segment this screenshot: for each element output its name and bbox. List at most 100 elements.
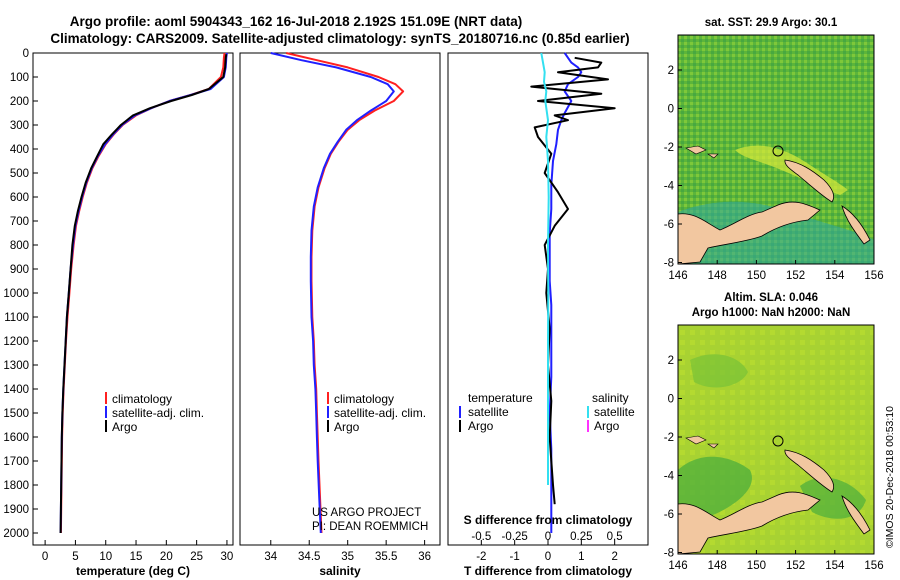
depth-tick-label: 500 [10,168,29,180]
legend-label-satellite: satellite-adj. clim. [112,406,204,420]
s-tick-label: -0.25 [502,531,528,543]
map-lat-label: -6 [664,509,674,521]
x-tick-label: -1 [510,551,520,563]
map-lat-label: -8 [664,258,674,270]
sla-map: Altim. SLA: 0.046 Argo h1000: NaN h2000:… [664,292,884,572]
map-lon-label: 150 [747,270,766,282]
x-tick-label: 35.5 [375,551,397,563]
depth-tick-label: 1700 [3,456,29,468]
series-line-argo [59,54,228,534]
temperature-legend: climatology satellite-adj. clim. Argo [105,392,204,434]
t-difference-x-axis: -2 -1 0 1 2 [476,540,618,563]
x-tick-label: 34 [264,551,277,563]
map-lon-label: 148 [708,270,727,282]
map-lon-label: 156 [864,560,883,572]
sst-land-new-britain [784,159,834,203]
sla-map-title2: Argo h1000: NaN h2000: NaN [692,307,851,319]
x-tick-label: 10 [99,551,112,563]
imos-timestamp: ©IMOS 20-Dec-2018 00:53:10 [884,406,896,548]
map-lat-label: 2 [668,355,674,367]
sla-land-islands [685,435,719,449]
sla-map-axes: 146 148 150 152 154 156 2 0 -2 -4 -6 -8 [664,355,884,572]
depth-tick-label: 300 [10,120,29,132]
x-tick-label: 0 [545,551,551,563]
legend-label-s-argo: Argo [594,419,620,433]
depth-tick-label: 1800 [3,480,29,492]
map-lon-label: 152 [786,560,805,572]
map-lat-label: -2 [664,142,674,154]
map-lat-label: -8 [664,548,674,560]
x-tick-label: 34.5 [298,551,320,563]
sst-land-islands [685,145,719,159]
depth-tick-label: 1000 [3,288,29,300]
project-credit: US ARGO PROJECT [312,507,421,519]
series-line-s-satellite [540,52,550,485]
map-lon-label: 146 [668,560,687,572]
salinity-panel: 34 34.5 35 35.5 36 salinity climatology sate… [239,52,441,578]
legend-label-t-argo: Argo [468,419,494,433]
depth-tick-label: 600 [10,192,29,204]
x-tick-label: 36 [418,551,431,563]
map-lat-label: -4 [664,471,675,483]
sla-land-new-guinea [677,491,821,555]
x-tick-label: 2 [611,551,617,563]
map-lat-label: -6 [664,219,674,231]
depth-tick-label: 700 [10,216,29,228]
legend-label-climatology: climatology [112,392,172,406]
sla-mid-patch [690,354,748,388]
legend-header-salinity: salinity [592,391,629,405]
sst-land-bougainville [841,205,871,245]
sst-land-new-guinea [677,201,821,265]
difference-legend: temperature satellite Argo salinity sate… [459,391,635,433]
map-lon-label: 150 [747,560,766,572]
series-line-t-satellite [548,52,583,533]
map-lon-label: 148 [708,560,727,572]
x-tick-label: -2 [476,551,486,563]
legend-label-s-satellite: satellite [594,405,635,419]
x-tick-label: 20 [160,551,173,563]
salinity-axes-frame [239,52,441,546]
map-lon-label: 146 [668,270,687,282]
series-line-t-argo [530,56,616,505]
depth-tick-label: 800 [10,240,29,252]
map-lat-label: 0 [668,104,674,116]
temperature-x-axis: 0 5 10 15 20 25 30 [42,540,233,563]
depth-tick-label: 1400 [3,384,29,396]
sst-map-title: sat. SST: 29.9 Argo: 30.1 [705,17,838,29]
depth-tick-label: 900 [10,264,29,276]
x-tick-label: 15 [130,551,143,563]
s-difference-xlabel: S difference from climatology [464,513,633,527]
figure-title-line1: Argo profile: aoml 5904343_162 16-Jul-20… [70,14,522,29]
map-lat-label: 0 [668,394,674,406]
map-lat-label: -2 [664,432,674,444]
salinity-legend: climatology satellite-adj. clim. Argo [327,392,426,434]
series-line-climatology [59,52,226,534]
salinity-x-axis: 34 34.5 35 35.5 36 [264,540,431,563]
depth-tick-label: 0 [23,48,29,60]
s-tick-label: 0.5 [607,531,623,543]
salinity-xlabel: salinity [319,564,361,578]
map-lat-label: 2 [668,65,674,77]
legend-label-argo: Argo [334,420,360,434]
sla-map-frame [677,324,875,555]
legend-label-t-satellite: satellite [468,405,509,419]
depth-tick-label: 1100 [4,312,29,324]
s-tick-label: -0.5 [471,531,491,543]
map-lon-label: 154 [825,270,845,282]
series-line-satellite-adj-clim- [59,52,228,534]
figure-title-line2: Climatology: CARS2009. Satellite-adjuste… [50,31,629,46]
depth-tick-label: 100 [10,72,29,84]
map-lon-label: 152 [786,270,805,282]
s-tick-label: 0.25 [570,531,592,543]
difference-panel: -2 -1 0 1 2 -0.5 -0.25 0 0.25 0.5 T difference f… [447,52,649,578]
sla-argo-float-marker [772,435,784,447]
map-lon-label: 156 [864,270,883,282]
map-lat-label: -4 [664,181,675,193]
depth-tick-label: 1200 [3,336,29,348]
x-tick-label: 30 [221,551,234,563]
depth-tick-label: 1300 [3,360,29,372]
series-line-climatology [285,52,405,534]
legend-label-argo: Argo [112,420,138,434]
t-difference-xlabel: T difference from climatology [464,564,632,578]
